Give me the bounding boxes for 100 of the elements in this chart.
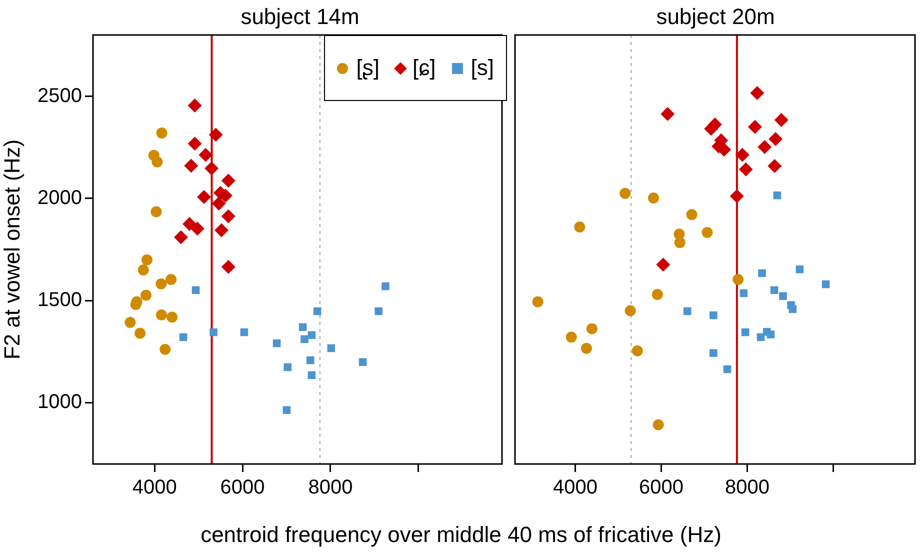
point [150, 206, 162, 218]
point [741, 328, 750, 336]
point [750, 86, 764, 100]
y-axis-title: F2 at vowel onset (Hz) [0, 139, 24, 360]
point [308, 331, 316, 339]
point [208, 128, 223, 142]
point [184, 158, 198, 173]
point [221, 174, 236, 188]
x-tick-label: 8000 [308, 476, 353, 499]
x-tick-label: 6000 [638, 476, 684, 499]
point [566, 332, 577, 343]
point [748, 120, 762, 134]
point [704, 122, 718, 136]
point [192, 286, 200, 294]
point [221, 209, 236, 224]
x-tick-label: 4000 [132, 476, 177, 499]
point [710, 311, 718, 320]
point [740, 289, 748, 298]
point [197, 190, 211, 204]
point [822, 280, 830, 288]
x-tick-label: 8000 [725, 476, 770, 499]
point [770, 286, 778, 294]
legend-label: [s] [470, 55, 494, 81]
point [652, 288, 663, 300]
point [620, 188, 631, 199]
point [796, 265, 804, 274]
point [768, 132, 783, 146]
legend-label: [ʂ] [356, 55, 380, 81]
point [188, 98, 202, 112]
y-tick-label: 2000 [38, 186, 82, 209]
point [624, 305, 636, 316]
point [166, 274, 177, 286]
point [702, 227, 713, 238]
point [210, 328, 218, 336]
chart-title: subject 20m [655, 4, 776, 30]
point [188, 136, 202, 151]
point [156, 278, 167, 290]
point [738, 162, 753, 176]
point [160, 344, 171, 355]
point [358, 358, 367, 366]
point [766, 330, 775, 338]
legend-label: [ɕ] [412, 55, 436, 81]
point [156, 128, 168, 139]
point [586, 323, 598, 334]
x-axis-title: centroid frequency over middle 40 ms of fricative (Hz) [200, 522, 722, 548]
point [182, 216, 196, 231]
y-tick-label: 1000 [38, 391, 82, 414]
point [313, 307, 322, 316]
point [298, 323, 307, 332]
point [327, 344, 336, 352]
point [221, 260, 236, 274]
point [758, 269, 766, 278]
point [134, 328, 146, 339]
point [674, 237, 686, 248]
point [732, 274, 744, 286]
point [204, 161, 219, 176]
point [156, 309, 167, 320]
point [686, 209, 698, 220]
point [138, 264, 149, 276]
point [374, 307, 382, 316]
point [532, 296, 544, 308]
point [756, 333, 765, 342]
point [308, 371, 316, 380]
point [683, 307, 692, 316]
point [179, 333, 188, 342]
point [190, 222, 204, 236]
point [306, 356, 314, 364]
point [710, 349, 718, 357]
point [730, 189, 744, 204]
point [656, 258, 670, 272]
point [282, 406, 291, 414]
point [774, 112, 788, 127]
point [735, 148, 750, 162]
point [580, 342, 592, 354]
point [382, 282, 390, 290]
point [140, 290, 152, 301]
point [174, 230, 188, 244]
point [660, 107, 675, 122]
point [723, 365, 732, 374]
point [648, 192, 659, 204]
y-tick-label: 2500 [38, 84, 82, 107]
point [272, 339, 281, 348]
point [152, 156, 163, 168]
point [652, 419, 664, 430]
point [779, 292, 787, 300]
point [300, 335, 308, 344]
point [198, 148, 213, 162]
point [212, 196, 226, 211]
point [788, 305, 797, 314]
point [632, 345, 643, 356]
point [214, 223, 228, 238]
point [141, 254, 152, 266]
x-tick-label: 4000 [552, 476, 598, 499]
y-tick-label: 1500 [38, 289, 82, 312]
point [758, 140, 772, 154]
point [166, 312, 178, 323]
point [240, 328, 248, 336]
point [773, 191, 782, 200]
point [284, 363, 292, 372]
point [768, 158, 782, 173]
